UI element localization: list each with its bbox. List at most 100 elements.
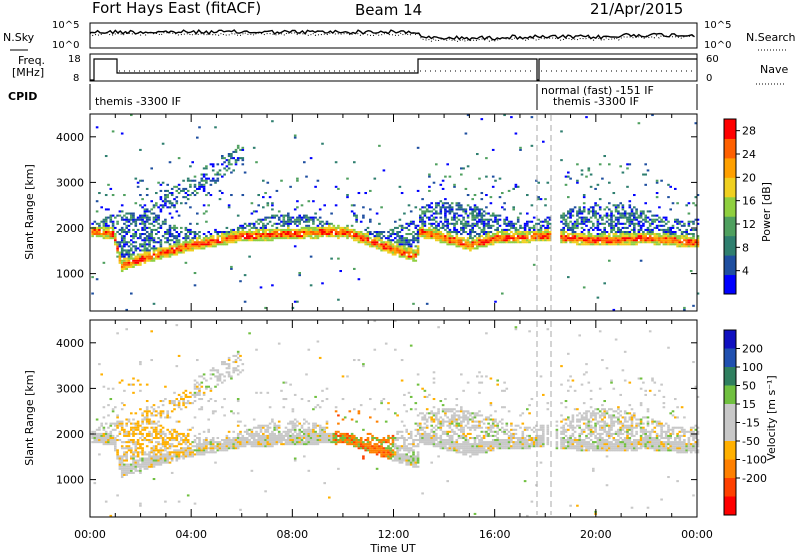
- data-cell: [353, 437, 356, 440]
- data-cell: [125, 465, 128, 468]
- data-cell: [273, 233, 276, 236]
- data-cell: [446, 239, 449, 242]
- data-cell: [296, 220, 299, 223]
- data-cell: [437, 231, 440, 234]
- data-cell: [186, 451, 190, 454]
- data-cell: [104, 220, 108, 223]
- data-cell: [564, 220, 568, 223]
- data-cell: [227, 356, 231, 359]
- data-cell: [300, 204, 304, 207]
- data-cell: [496, 231, 499, 234]
- data-cell: [453, 228, 456, 231]
- data-cell: [196, 453, 199, 456]
- data-cell: [453, 239, 456, 242]
- data-cell: [125, 263, 128, 266]
- data-cell: [476, 224, 479, 227]
- data-cell: [120, 455, 124, 458]
- data-cell: [132, 377, 135, 380]
- data-cell: [403, 245, 406, 248]
- data-cell: [400, 437, 404, 440]
- data-cell: [125, 424, 128, 427]
- data-cell: [166, 255, 169, 258]
- data-cell: [189, 443, 192, 446]
- data-cell: [152, 257, 156, 260]
- data-cell: [364, 241, 367, 244]
- data-cell: [312, 424, 315, 427]
- data-cell: [164, 204, 167, 207]
- data-cell: [405, 459, 408, 462]
- data-cell: [205, 165, 208, 168]
- data-cell: [501, 235, 504, 238]
- data-cell: [380, 249, 383, 252]
- data-cell: [239, 237, 242, 240]
- data-cell: [580, 222, 584, 225]
- data-cell: [321, 426, 324, 429]
- data-cell: [139, 194, 142, 197]
- data-cell: [334, 432, 338, 435]
- data-cell: [400, 430, 404, 433]
- data-cell: [321, 228, 324, 231]
- power-colorbar-swatch: [724, 138, 736, 159]
- data-cell: [562, 214, 565, 217]
- data-cell: [366, 241, 370, 244]
- data-cell: [621, 239, 625, 242]
- data-cell: [141, 220, 144, 223]
- data-cell: [382, 441, 386, 444]
- data-cell: [287, 224, 290, 227]
- data-cell: [259, 434, 263, 437]
- data-cell: [289, 228, 292, 231]
- data-cell: [139, 430, 142, 433]
- data-cell: [136, 181, 140, 184]
- data-cell: [669, 239, 672, 242]
- data-cell: [202, 212, 206, 215]
- data-cell: [143, 437, 147, 440]
- data-cell: [407, 449, 411, 452]
- data-cell: [161, 404, 165, 407]
- data-cell: [605, 237, 609, 240]
- data-cell: [398, 235, 402, 238]
- data-cell: [225, 243, 229, 246]
- data-cell: [355, 237, 358, 240]
- data-cell: [362, 241, 365, 244]
- data-cell: [537, 228, 540, 231]
- data-cell: [205, 443, 208, 446]
- data-cell: [111, 220, 115, 223]
- data-cell: [273, 231, 276, 234]
- data-cell: [314, 226, 317, 229]
- data-cell: [651, 228, 654, 231]
- data-cell: [155, 192, 158, 195]
- data-cell: [161, 437, 165, 440]
- data-cell: [161, 206, 165, 209]
- data-cell: [127, 228, 131, 231]
- data-cell: [266, 233, 270, 236]
- data-cell: [316, 404, 320, 407]
- data-cell: [150, 406, 153, 409]
- data-cell: [102, 426, 106, 429]
- data-cell: [610, 216, 613, 219]
- data-cell: [148, 233, 151, 236]
- data-cell: [250, 231, 254, 234]
- data-cell: [191, 179, 194, 182]
- data-cell: [587, 241, 591, 244]
- data-cell: [416, 439, 420, 442]
- data-cell: [507, 237, 511, 240]
- data-cell: [482, 231, 486, 234]
- data-cell: [680, 235, 684, 238]
- data-cell: [134, 428, 138, 431]
- data-cell: [639, 216, 643, 219]
- data-cell: [330, 231, 333, 234]
- data-cell: [196, 449, 199, 452]
- data-cell: [464, 208, 468, 211]
- data-cell: [271, 204, 274, 207]
- data-cell: [216, 235, 220, 238]
- data-cell: [387, 408, 390, 411]
- data-cell: [450, 239, 454, 242]
- data-cell: [421, 441, 424, 444]
- data-cell: [98, 192, 101, 195]
- data-cell: [141, 233, 144, 236]
- data-cell: [148, 422, 151, 425]
- data-cell: [196, 237, 199, 240]
- data-cell: [198, 181, 201, 184]
- data-cell: [473, 194, 477, 197]
- data-cell: [230, 171, 233, 174]
